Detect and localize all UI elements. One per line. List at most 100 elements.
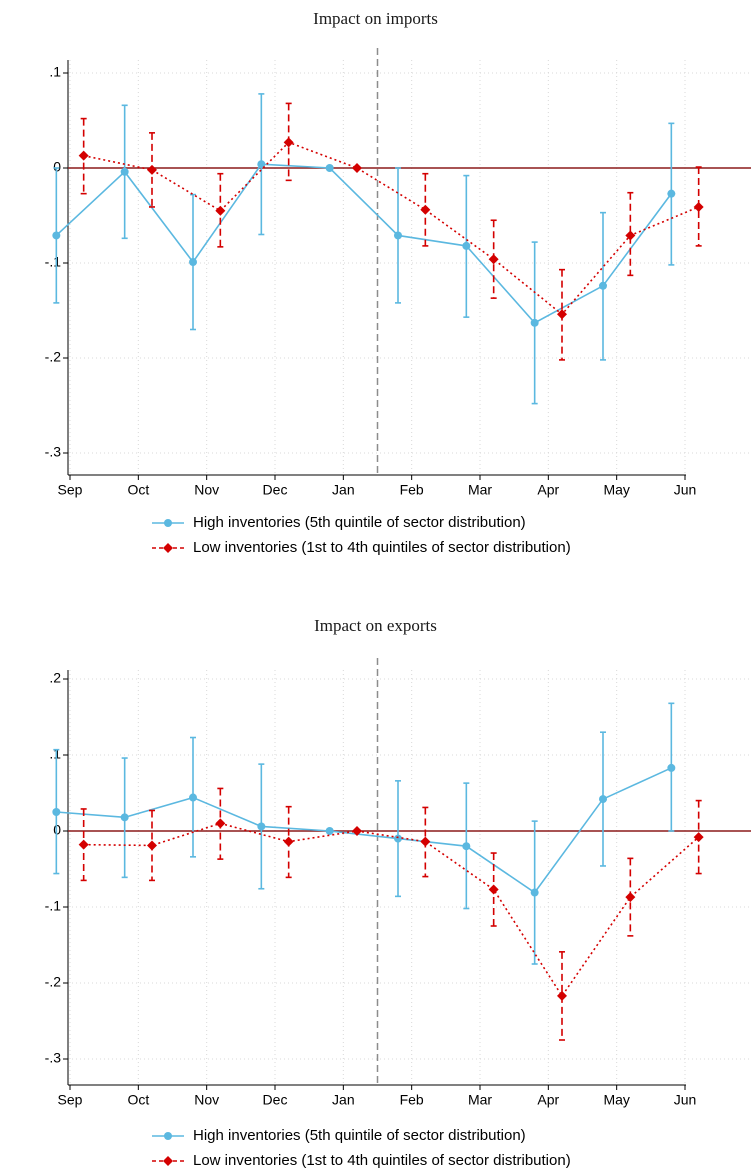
series-line (83, 822, 700, 998)
data-point (189, 793, 197, 802)
x-tick-label: Dec (263, 1092, 288, 1108)
legend-label: High inventories (5th quintile of sector… (193, 1127, 526, 1144)
chart-panel-1: Impact on imports .1 0 -.1 -.2 -.3 Sep Oct Nov De… (45, 9, 751, 556)
data-point (189, 258, 197, 267)
data-point (488, 254, 499, 265)
data-point (693, 201, 704, 212)
legend-entry: High inventories (5th quintile of sector… (152, 1127, 526, 1144)
x-tick-label: May (603, 1092, 629, 1108)
data-point (667, 763, 676, 772)
series-line (56, 767, 672, 894)
y-tick-label: -.2 (45, 974, 62, 990)
data-point (530, 888, 539, 897)
x-tick-label: May (603, 482, 629, 498)
data-point (667, 189, 676, 198)
series-2 (78, 102, 704, 361)
x-tick-label: Apr (537, 1092, 559, 1108)
data-point (325, 827, 334, 835)
y-tick-label: -.1 (45, 254, 62, 270)
x-tick-label: Oct (127, 482, 149, 498)
legend-label: Low inventories (1st to 4th quintiles of… (193, 1152, 571, 1169)
data-point (420, 836, 431, 847)
data-point (215, 818, 226, 829)
data-point (78, 839, 89, 850)
y-tick-label: -.3 (45, 444, 62, 460)
data-point (462, 842, 471, 851)
y-tick-label: 0 (53, 159, 61, 175)
data-point (557, 309, 567, 320)
series-1 (52, 702, 676, 965)
data-point (283, 137, 294, 148)
x-tick-label: Sep (58, 482, 83, 498)
data-point (488, 884, 499, 895)
data-point (52, 231, 61, 240)
x-axis: Sep Oct Nov Dec Jan Feb Mar Apr May Jun (58, 474, 697, 498)
x-tick-label: Sep (58, 1092, 83, 1108)
legend-swatch-marker (164, 519, 172, 527)
x-tick-label: Mar (468, 1092, 492, 1108)
data-point (394, 231, 402, 240)
data-point (147, 164, 157, 175)
y-tick-label: .2 (49, 670, 61, 686)
legend-swatch-marker (163, 1156, 173, 1166)
data-point (394, 834, 402, 843)
data-point (52, 808, 61, 816)
data-point (283, 836, 294, 847)
x-tick-label: Feb (400, 482, 424, 498)
legend-entry: Low inventories (1st to 4th quintiles of… (152, 539, 571, 556)
x-tick-label: Dec (263, 482, 288, 498)
x-tick-label: Feb (400, 1092, 424, 1108)
legend-entry: Low inventories (1st to 4th quintiles of… (152, 1152, 571, 1169)
legend-swatch-marker (163, 543, 173, 553)
data-point (462, 241, 471, 250)
data-point (693, 832, 704, 843)
x-tick-label: Jun (674, 1092, 697, 1108)
grid (68, 670, 751, 1085)
series-2 (78, 787, 704, 1041)
series-line (55, 163, 672, 324)
legend-swatch-marker (164, 1132, 172, 1140)
y-tick-label: -.2 (45, 349, 62, 365)
series-1 (52, 93, 676, 405)
data-point (530, 318, 539, 327)
x-tick-label: Jan (332, 482, 355, 498)
data-point (599, 281, 607, 290)
data-point (557, 990, 567, 1001)
legend-entry: High inventories (5th quintile of sector… (152, 514, 526, 531)
x-tick-label: Jun (674, 482, 697, 498)
x-tick-label: Nov (194, 482, 219, 498)
data-point (120, 167, 129, 176)
legend-label: High inventories (5th quintile of sector… (193, 514, 526, 531)
data-point (352, 826, 362, 836)
data-point (599, 795, 607, 804)
data-point (257, 160, 266, 169)
data-point (147, 840, 157, 851)
y-tick-label: 0 (53, 822, 61, 838)
data-point (78, 150, 89, 161)
data-point (215, 205, 226, 216)
y-axis: .2 .1 0 -.1 -.2 -.3 (45, 670, 69, 1085)
x-axis: Sep Oct Nov Dec Jan Feb Mar Apr May Jun (58, 1084, 697, 1108)
x-tick-label: Nov (194, 1092, 219, 1108)
y-tick-label: .1 (49, 746, 61, 762)
y-tick-label: -.3 (45, 1050, 62, 1066)
y-tick-label: -.1 (45, 898, 62, 914)
chart-title: Impact on exports (314, 616, 437, 635)
data-point (120, 813, 129, 822)
data-point (257, 822, 266, 831)
data-point (420, 204, 431, 215)
legend-label: Low inventories (1st to 4th quintiles of… (193, 539, 571, 556)
data-point (625, 230, 636, 241)
data-point (625, 892, 636, 903)
data-point (325, 164, 334, 172)
x-tick-label: Jan (332, 1092, 355, 1108)
x-tick-label: Apr (537, 482, 559, 498)
x-tick-label: Mar (468, 482, 492, 498)
chart-title: Impact on imports (313, 9, 438, 28)
chart-panel-2: Impact on exports .2 .1 0 -.1 -.2 -.3 Sep Oct Nov… (45, 616, 751, 1169)
x-tick-label: Oct (127, 1092, 149, 1108)
data-point (352, 163, 362, 173)
y-tick-label: .1 (49, 64, 61, 80)
grid (68, 60, 751, 475)
